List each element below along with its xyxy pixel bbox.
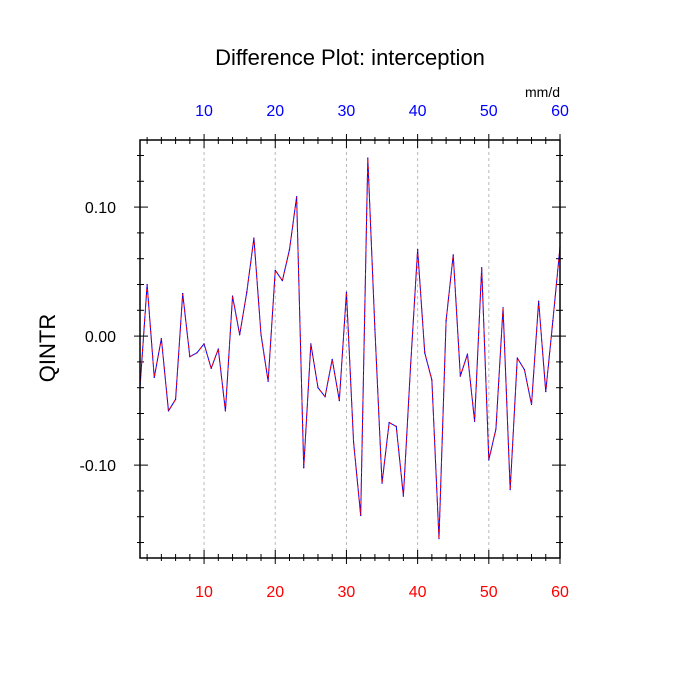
chart-title: Difference Plot: interception <box>215 45 485 70</box>
x-tick-label-top: 10 <box>195 103 213 120</box>
data-point <box>431 379 433 381</box>
axis-ticks <box>134 134 566 564</box>
data-point <box>338 400 340 402</box>
data-point <box>160 338 162 340</box>
data-point <box>224 410 227 412</box>
x-tick-label-top: 40 <box>409 103 427 120</box>
data-point <box>174 398 177 400</box>
x-tick-label-top: 60 <box>551 103 569 120</box>
x-tick-label-top: 50 <box>480 103 498 120</box>
data-point <box>417 249 419 251</box>
data-point <box>231 295 234 297</box>
data-point <box>452 254 454 256</box>
plot-frame <box>139 139 561 559</box>
data-point <box>409 366 412 368</box>
data-point <box>538 300 540 302</box>
data-point <box>167 410 170 412</box>
data-point <box>495 428 497 430</box>
x-tick-label-bottom: 40 <box>409 584 427 601</box>
y-tick-label: 0.00 <box>85 329 116 346</box>
data-point <box>552 320 554 322</box>
data-point <box>466 353 469 355</box>
data-point <box>196 352 198 354</box>
data-point <box>402 495 404 497</box>
data-point <box>360 514 362 517</box>
y-axis-label: QINTR <box>35 314 60 382</box>
data-point <box>345 291 348 293</box>
data-point <box>310 343 312 345</box>
data-point <box>352 441 355 443</box>
data-point <box>473 420 476 422</box>
data-point <box>296 196 298 198</box>
data-point <box>203 343 205 345</box>
data-point <box>153 376 155 378</box>
data-point <box>481 267 483 269</box>
data-point <box>424 352 426 354</box>
data-point <box>267 380 269 382</box>
series-layer <box>139 157 561 540</box>
series-line-blue <box>139 157 561 540</box>
tick-labels: 10 10 20 20 30 30 40 40 50 50 60 60 -0.10 0.00 0.10 <box>80 103 569 601</box>
data-point <box>210 367 212 369</box>
top-axis-unit-label: mm/d <box>525 84 560 100</box>
x-tick-label-top: 20 <box>266 103 284 120</box>
data-point <box>331 358 333 360</box>
gridlines <box>203 140 490 558</box>
y-tick-label: -0.10 <box>80 458 117 475</box>
x-tick-label-bottom: 50 <box>480 584 498 601</box>
y-tick-label: 0.10 <box>85 200 116 217</box>
data-point <box>516 357 518 359</box>
x-tick-label-top: 30 <box>338 103 356 120</box>
data-point <box>545 390 547 393</box>
data-point <box>530 403 533 406</box>
data-point <box>288 249 291 251</box>
data-point <box>303 467 305 469</box>
data-point <box>281 280 283 282</box>
data-point <box>217 348 219 350</box>
data-point <box>395 425 397 428</box>
data-point <box>374 329 376 331</box>
data-point <box>488 459 490 461</box>
data-point <box>189 356 191 358</box>
data-point <box>274 269 276 271</box>
data-point <box>445 320 447 322</box>
data-point <box>381 482 383 484</box>
data-point <box>246 291 248 293</box>
data-point <box>239 334 241 336</box>
data-point <box>502 307 504 309</box>
x-tick-label-bottom: 10 <box>195 584 213 601</box>
data-point <box>253 237 255 239</box>
data-point <box>367 157 369 159</box>
data-point <box>459 375 461 377</box>
data-point <box>146 283 148 286</box>
data-point <box>523 369 526 371</box>
data-point <box>260 334 262 336</box>
series-line-red-dashed <box>139 157 561 540</box>
data-point <box>509 489 511 491</box>
data-point <box>317 387 319 389</box>
x-tick-label-bottom: 20 <box>266 584 284 601</box>
data-point <box>324 396 326 398</box>
data-point <box>438 538 440 540</box>
x-tick-label-bottom: 60 <box>551 584 569 601</box>
data-point <box>388 421 390 424</box>
x-tick-label-bottom: 30 <box>338 584 356 601</box>
data-point <box>182 292 184 295</box>
